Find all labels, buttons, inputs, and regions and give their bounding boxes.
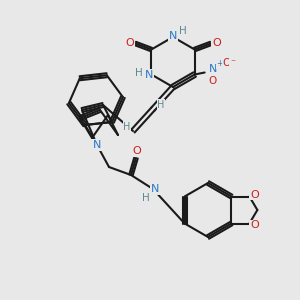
Text: O: O	[250, 190, 259, 200]
Text: ⁻: ⁻	[230, 58, 235, 68]
Text: O: O	[250, 220, 259, 230]
Text: O: O	[223, 58, 231, 68]
Text: O: O	[125, 38, 134, 47]
Text: N: N	[93, 140, 101, 150]
Text: O: O	[133, 146, 141, 156]
Text: H: H	[136, 68, 143, 77]
Text: +: +	[216, 59, 223, 68]
Text: N: N	[145, 70, 154, 80]
Text: H: H	[179, 26, 187, 36]
Text: N: N	[151, 184, 159, 194]
Text: N: N	[208, 64, 217, 74]
Text: N: N	[169, 31, 177, 41]
Text: H: H	[157, 100, 165, 110]
Text: H: H	[123, 122, 131, 132]
Text: O: O	[212, 38, 221, 47]
Text: O: O	[208, 76, 217, 85]
Text: H: H	[142, 193, 150, 203]
